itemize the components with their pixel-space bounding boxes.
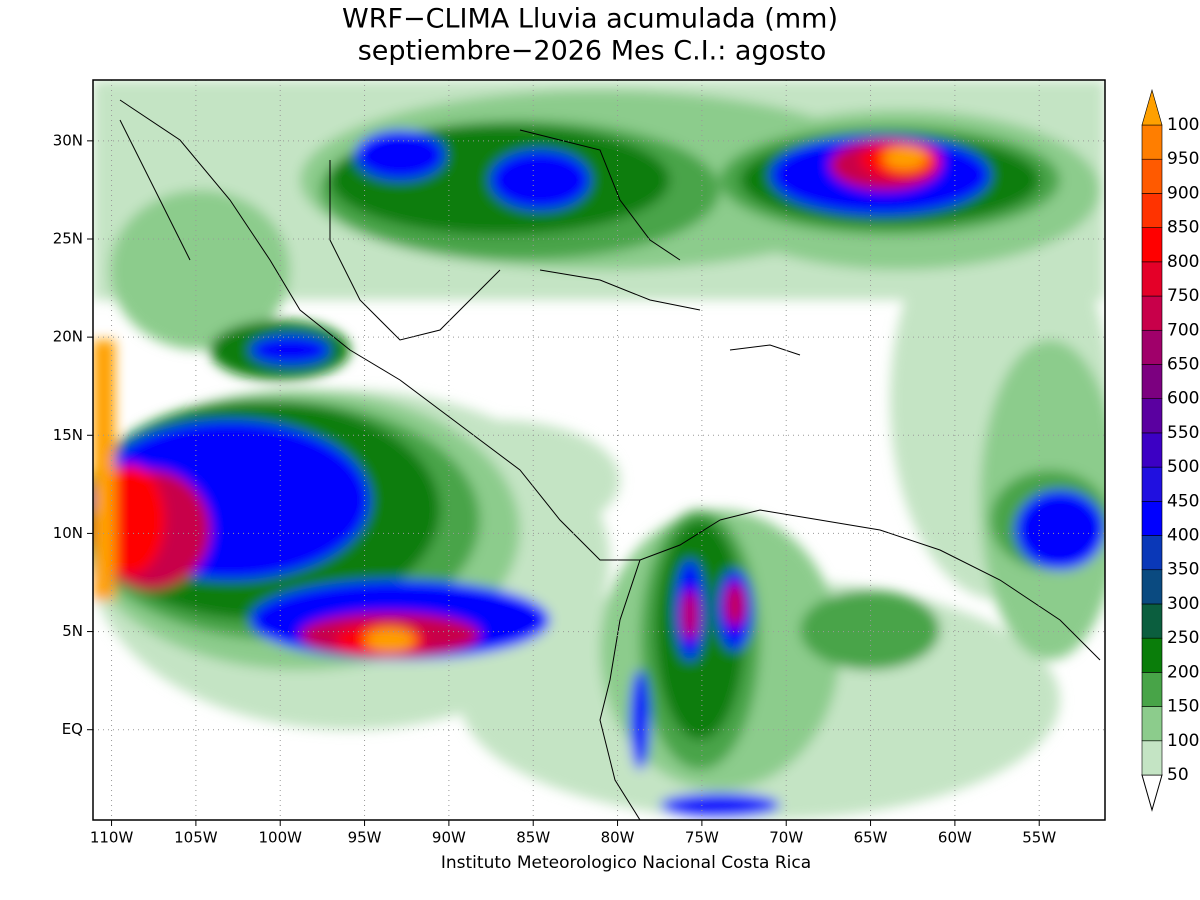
x-tick-label: 60W: [938, 829, 972, 847]
colorbar-label: 850: [1167, 218, 1199, 238]
colorbar-label: 150: [1167, 697, 1199, 717]
x-tick-label: 70W: [769, 829, 803, 847]
colorbar-box: [1141, 535, 1163, 571]
colorbar-label: 1000: [1167, 115, 1200, 135]
colorbar-label: 50: [1167, 765, 1189, 785]
x-tick-label: 75W: [685, 829, 719, 847]
y-tick-label: 30N: [53, 131, 83, 149]
colorbar-box: [1141, 158, 1163, 194]
colorbar-box: [1141, 364, 1163, 399]
colorbar-box: [1141, 432, 1163, 468]
x-tick-label: 55W: [1022, 829, 1056, 847]
colorbar-box: [1141, 261, 1163, 297]
x-tick-label: 110W: [90, 829, 134, 847]
colorbar: 50 100 150 200 250 300 350 400 450 500 550 600 650 70…: [1141, 88, 1200, 812]
map-frame: [92, 79, 1106, 821]
colorbar-box: [1141, 193, 1163, 228]
map-subtitle: septiembre−2026 Mes C.I.: agosto: [358, 36, 827, 67]
colorbar-label: 400: [1167, 526, 1199, 546]
y-tick-label: 25N: [53, 229, 83, 247]
colorbar-label: 950: [1167, 149, 1199, 169]
colorbar-label: 100: [1167, 731, 1199, 751]
colorbar-box: [1141, 124, 1163, 160]
colorbar-label: 700: [1167, 320, 1199, 340]
colorbar-over: [1141, 88, 1163, 126]
y-tick-label: 15N: [53, 426, 83, 444]
map-title: WRF−CLIMA Lluvia acumulada (mm): [342, 4, 838, 35]
x-tick-label: 65W: [854, 829, 888, 847]
y-tick-label: 20N: [53, 328, 83, 346]
colorbar-label: 450: [1167, 491, 1199, 511]
colorbar-box: [1141, 227, 1163, 263]
x-tick-label: 95W: [348, 829, 382, 847]
colorbar-box: [1141, 398, 1163, 434]
graticule: 110W 105W 100W 95W 90W 85W 80W 75W 70W 65W 60W 55W E…: [53, 80, 1105, 847]
y-tick-label: 10N: [53, 524, 83, 542]
x-tick-label: 90W: [432, 829, 466, 847]
colorbar-box: [1141, 706, 1163, 742]
colorbar-label: 200: [1167, 662, 1199, 682]
colorbar-label: 650: [1167, 354, 1199, 374]
colorbar-under: [1141, 774, 1163, 812]
colorbar-box: [1141, 295, 1163, 331]
colorbar-label: 900: [1167, 183, 1199, 203]
colorbar-label: 600: [1167, 389, 1199, 409]
colorbar-box: [1141, 466, 1163, 502]
colorbar-label: 250: [1167, 628, 1199, 648]
x-tick-label: 105W: [174, 829, 218, 847]
x-tick-label: 85W: [516, 829, 550, 847]
colorbar-label: 300: [1167, 594, 1199, 614]
y-tick-label: 5N: [62, 622, 83, 640]
coastlines: [119, 99, 1101, 820]
colorbar-label: 800: [1167, 252, 1199, 272]
colorbar-label: 350: [1167, 560, 1199, 580]
precip-field: [93, 80, 1105, 820]
colorbar-box: [1141, 569, 1163, 605]
colorbar-box: [1141, 740, 1163, 776]
colorbar-box: [1141, 329, 1163, 365]
colorbar-box: [1141, 501, 1163, 536]
colorbar-label: 750: [1167, 286, 1199, 306]
footer: Instituto Meteorologico Nacional Costa R…: [441, 853, 811, 873]
y-tick-label: EQ: [62, 720, 83, 738]
colorbar-box: [1141, 637, 1163, 673]
colorbar-label: 550: [1167, 423, 1199, 443]
colorbar-box: [1141, 672, 1163, 707]
colorbar-label: 500: [1167, 457, 1199, 477]
colorbar-box: [1141, 603, 1163, 639]
x-tick-label: 80W: [601, 829, 635, 847]
x-tick-label: 100W: [258, 829, 302, 847]
